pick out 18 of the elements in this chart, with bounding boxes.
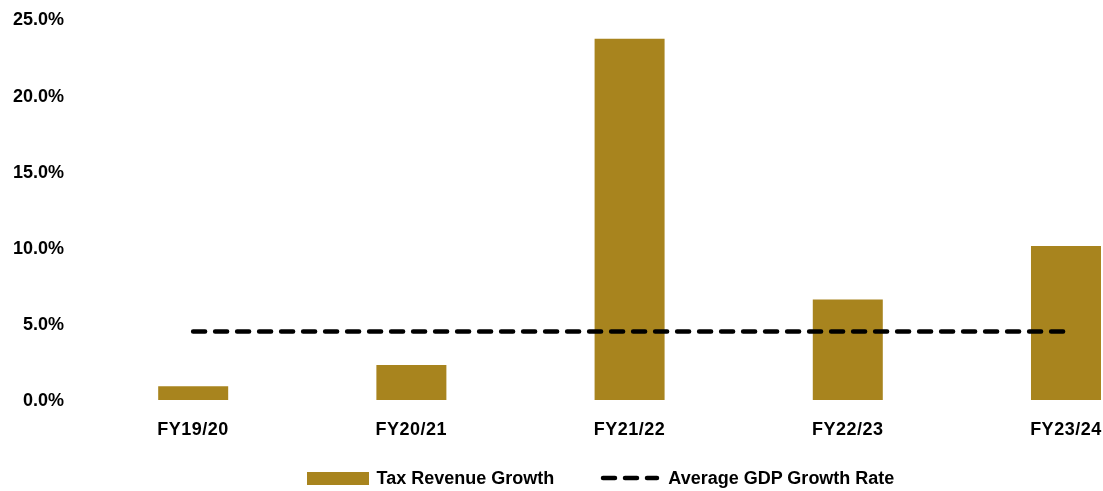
x-tick-label: FY21/22 bbox=[593, 418, 666, 439]
bar bbox=[1030, 246, 1101, 400]
y-tick-label: 25.0% bbox=[12, 9, 64, 30]
x-tick-label: FY22/23 bbox=[811, 418, 884, 439]
y-tick-label: 5.0% bbox=[22, 314, 64, 335]
legend-label: Tax Revenue Growth bbox=[376, 467, 555, 489]
y-tick-label: 10.0% bbox=[12, 237, 64, 258]
x-tick-label: FY19/20 bbox=[157, 418, 229, 439]
x-tick-label: FY20/21 bbox=[375, 418, 448, 439]
y-tick-label: 20.0% bbox=[12, 85, 64, 106]
bar bbox=[594, 38, 665, 400]
bar bbox=[812, 299, 883, 400]
y-tick-label: 15.0% bbox=[12, 161, 64, 182]
bar bbox=[158, 386, 229, 400]
bar bbox=[376, 364, 447, 400]
y-tick-label: 0.0% bbox=[22, 390, 64, 411]
x-tick-label: FY23/24 bbox=[1030, 418, 1102, 439]
legend-label: Average GDP Growth Rate bbox=[668, 467, 895, 489]
